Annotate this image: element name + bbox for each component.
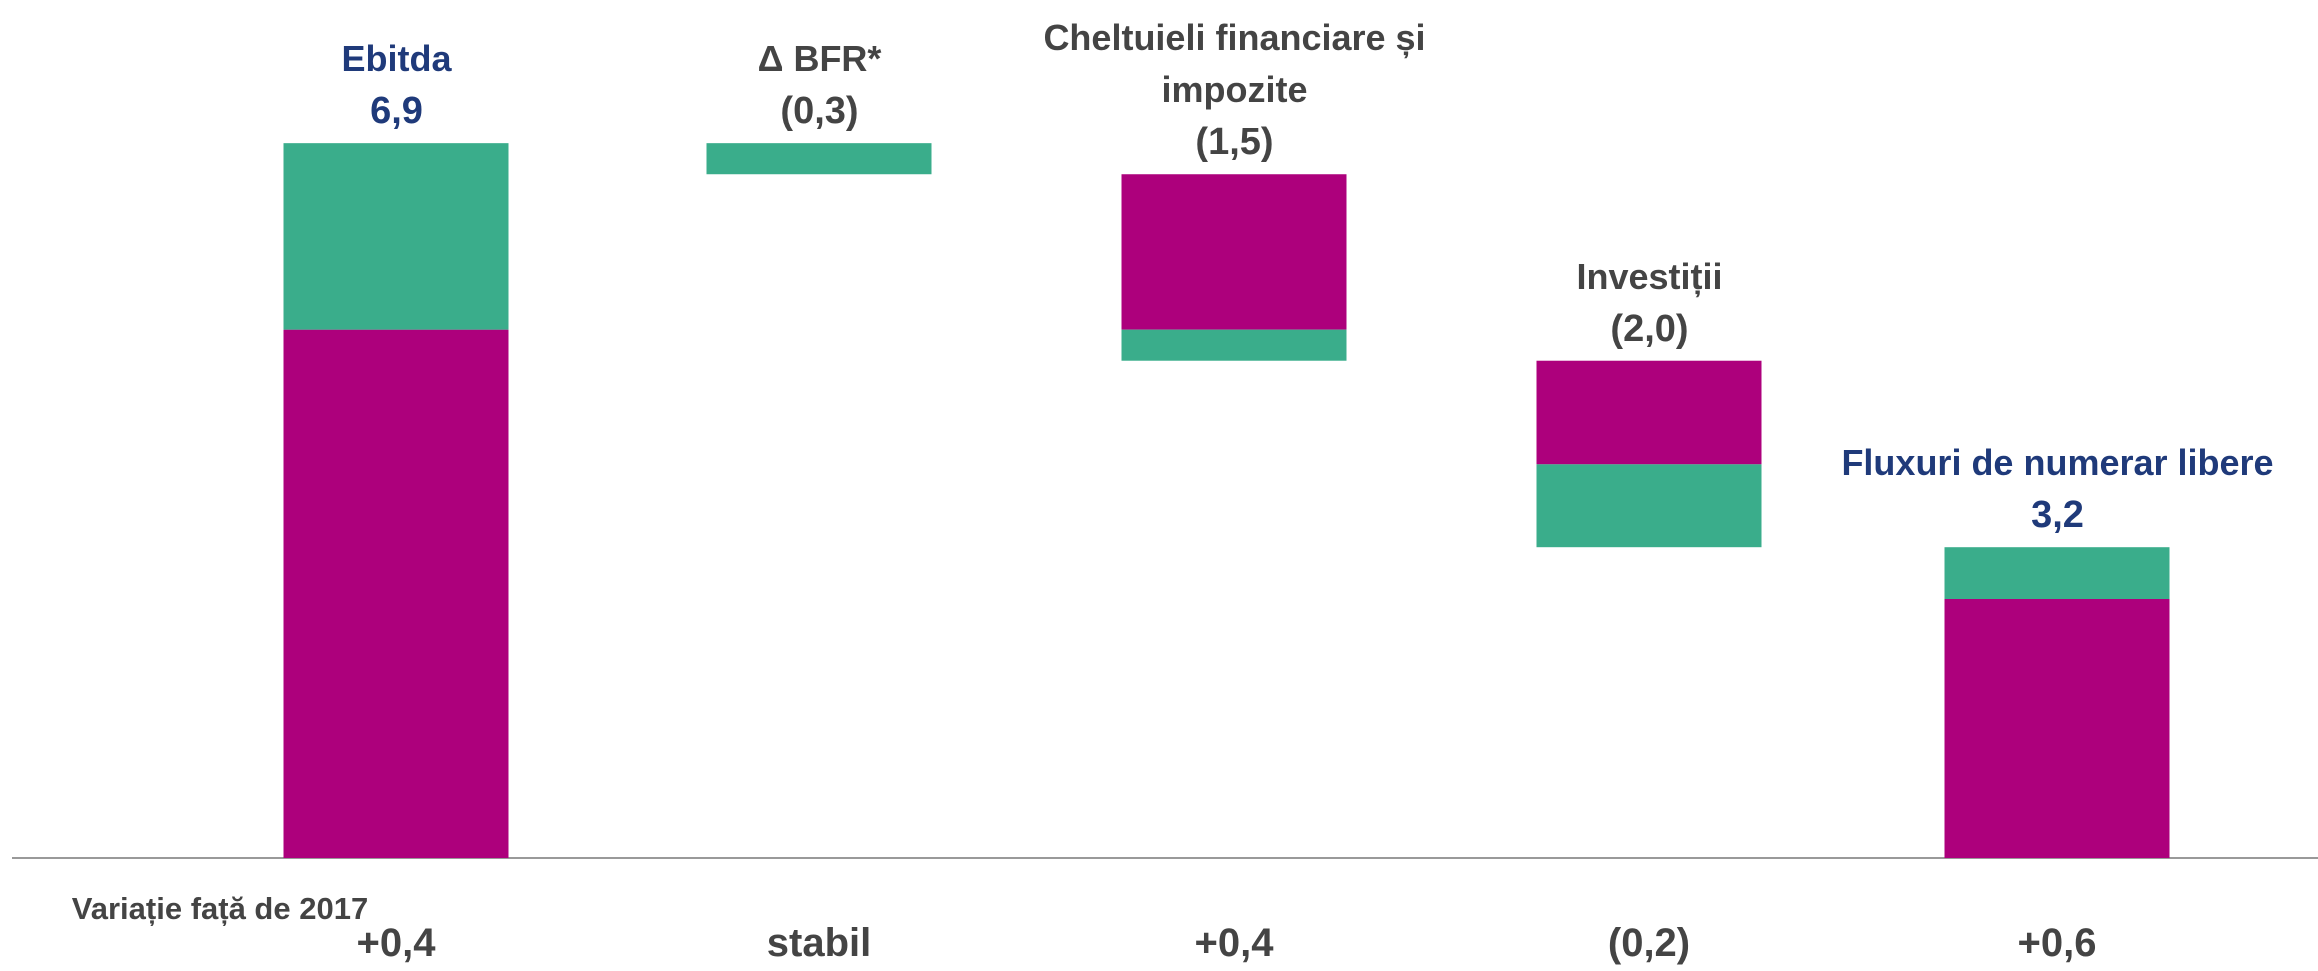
footer-value: (0,2) (1607, 921, 1691, 965)
category-label: Ebitda (341, 38, 452, 80)
category-label: Fluxuri de numerar libere (1841, 442, 2274, 484)
bar-label: Ebitda 6,9 (139, 33, 654, 137)
category-label: Cheltuieli financiare și impozite (1043, 17, 1426, 111)
category-label: Investiții (1576, 255, 1723, 297)
footer-value: stabil (766, 921, 872, 965)
bar-segment (1944, 547, 2170, 599)
footer-label: Variație față de 2017 (71, 891, 369, 926)
bar-segment (283, 329, 509, 858)
bar-label: Investiții (2,0) (1392, 251, 1907, 355)
bar-label: Cheltuieli financiare și impozite (1,5) (977, 12, 1492, 168)
bar-segment (1536, 464, 1762, 548)
value-label: 3,2 (2031, 494, 2084, 537)
footer-value: +0,6 (2017, 921, 2097, 965)
value-label: (2,0) (1610, 307, 1689, 350)
value-label: 6,9 (370, 90, 423, 133)
bar-segment (1121, 329, 1347, 361)
footer-value: +0,4 (1194, 921, 1274, 965)
bar-label: Δ BFR* (0,3) (562, 33, 1077, 137)
bar-segment (1121, 174, 1347, 330)
bar-segment (706, 143, 932, 175)
bar-segment (283, 143, 509, 330)
value-label: (1,5) (1195, 121, 1274, 164)
footer-value: +0,4 (356, 921, 436, 965)
bar-segment (1536, 360, 1762, 465)
bar-segment (1944, 599, 2170, 858)
bar-label: Fluxuri de numerar libere 3,2 (1800, 437, 2315, 541)
value-label: (0,3) (780, 90, 859, 133)
category-label: Δ BFR* (757, 38, 882, 80)
